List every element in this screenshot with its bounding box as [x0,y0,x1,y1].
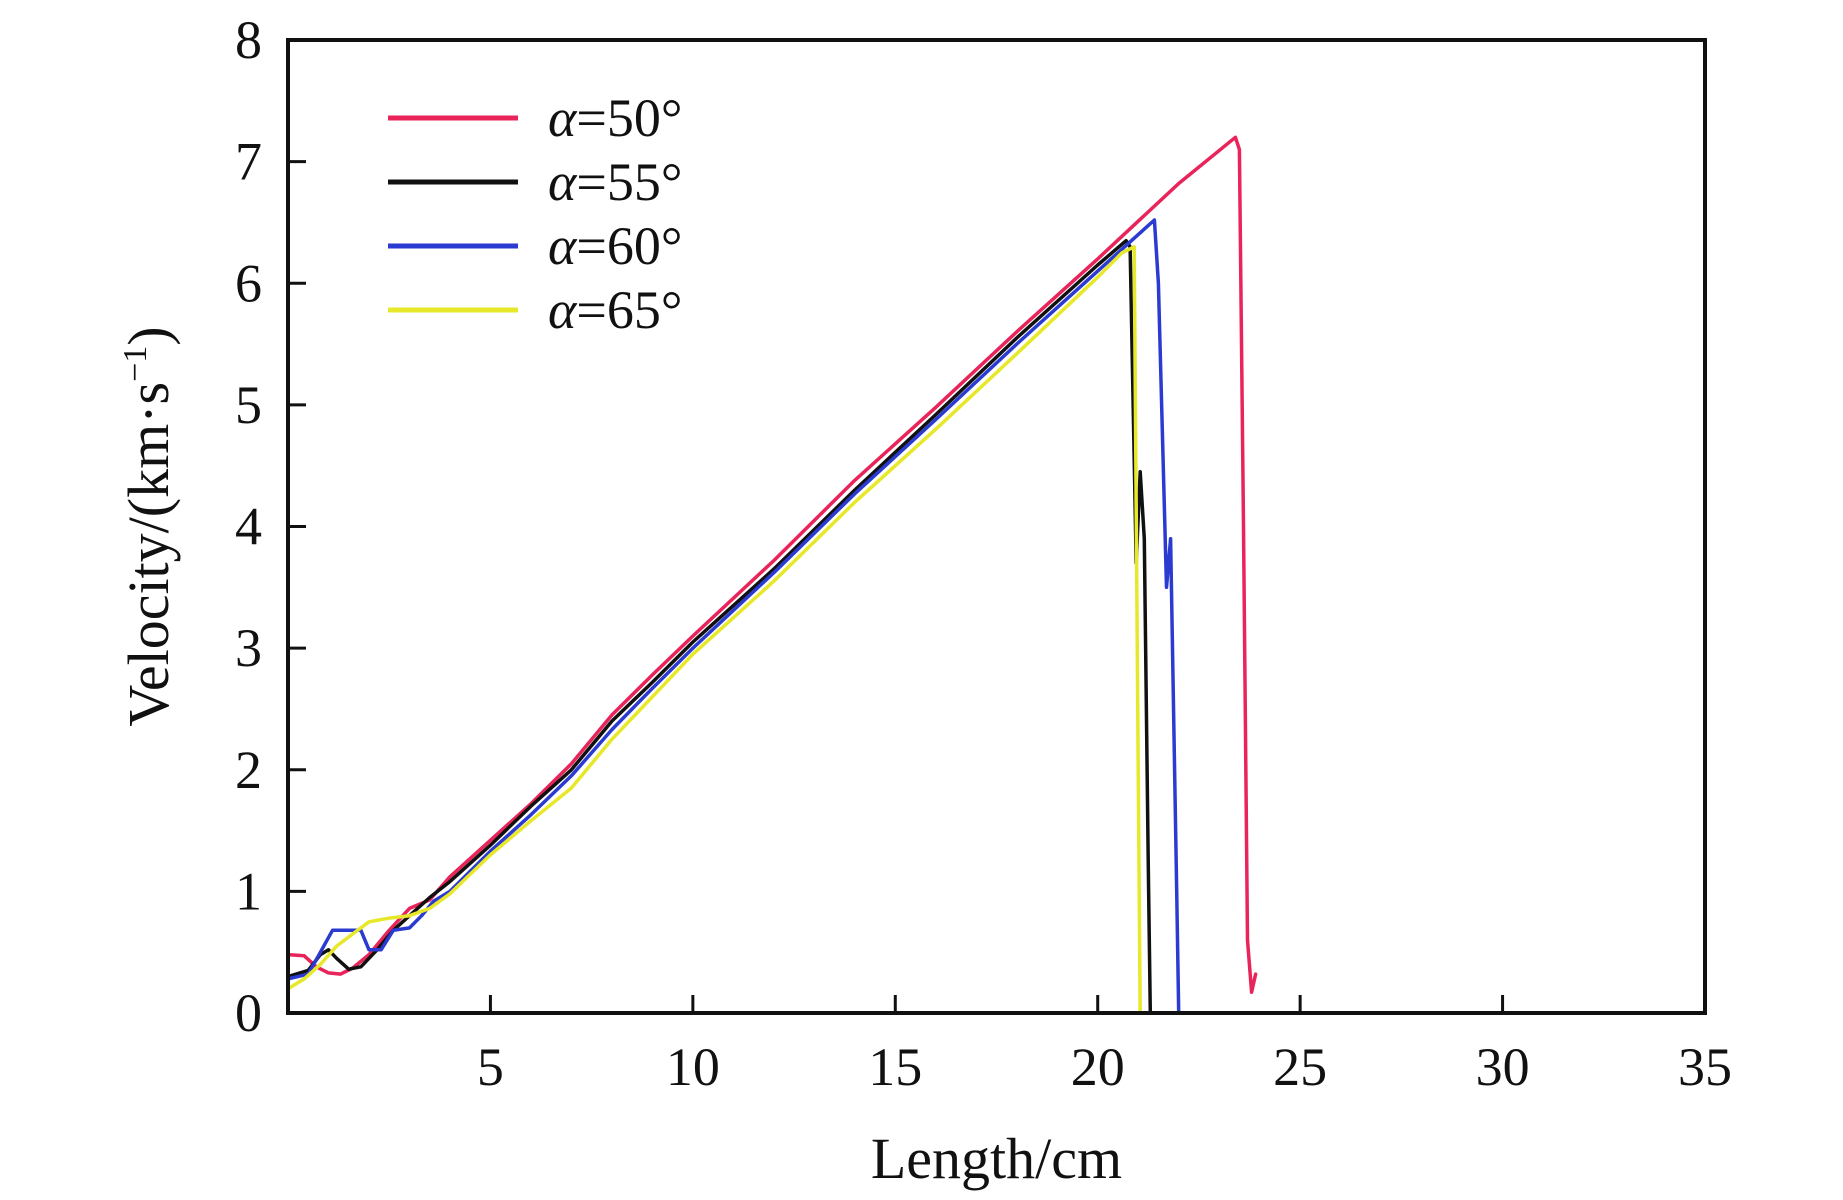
x-tick-label: 25 [1273,1037,1327,1097]
y-tick-label: 0 [235,983,262,1043]
y-tick-label: 4 [235,497,262,557]
x-axis-title: Length/cm [871,1126,1122,1191]
series-line-2 [286,238,1153,1015]
legend-label-1: α=50° [548,88,682,148]
y-tick-label: 8 [235,10,262,70]
legend-label-4: α=65° [548,280,682,340]
y-tick-label: 6 [235,253,262,313]
y-tick-label: 5 [235,375,262,435]
series-layer [286,135,1258,1015]
x-tick-label: 10 [666,1037,720,1097]
y-axis-title: Velocity/(km·s−1) [116,326,181,726]
x-tick-label: 20 [1071,1037,1125,1097]
legend: α=50°α=55°α=60°α=65° [388,88,682,340]
y-axis-title-end: ) [116,326,181,345]
y-tick-label: 1 [235,861,262,921]
series-line-4 [286,245,1142,1015]
y-axis-title-main: Velocity/(km·s [116,382,181,727]
x-tick-label: 5 [477,1037,504,1097]
y-tick-label: 3 [235,618,262,678]
x-tick-label: 30 [1476,1037,1530,1097]
legend-label-3: α=60° [548,216,682,276]
y-axis-title-sup: −1 [117,346,154,382]
plot-frame [286,38,1707,1015]
y-tick-label: 2 [235,740,262,800]
x-tick-label: 35 [1678,1037,1732,1097]
y-tick-label: 7 [235,132,262,192]
ticks-layer: 5 10 15 20 25 30 35 0 1 2 3 4 5 6 7 8 [235,10,1732,1097]
series-line-3 [286,218,1181,1015]
legend-label-2: α=55° [548,152,682,212]
x-tick-label: 15 [868,1037,922,1097]
